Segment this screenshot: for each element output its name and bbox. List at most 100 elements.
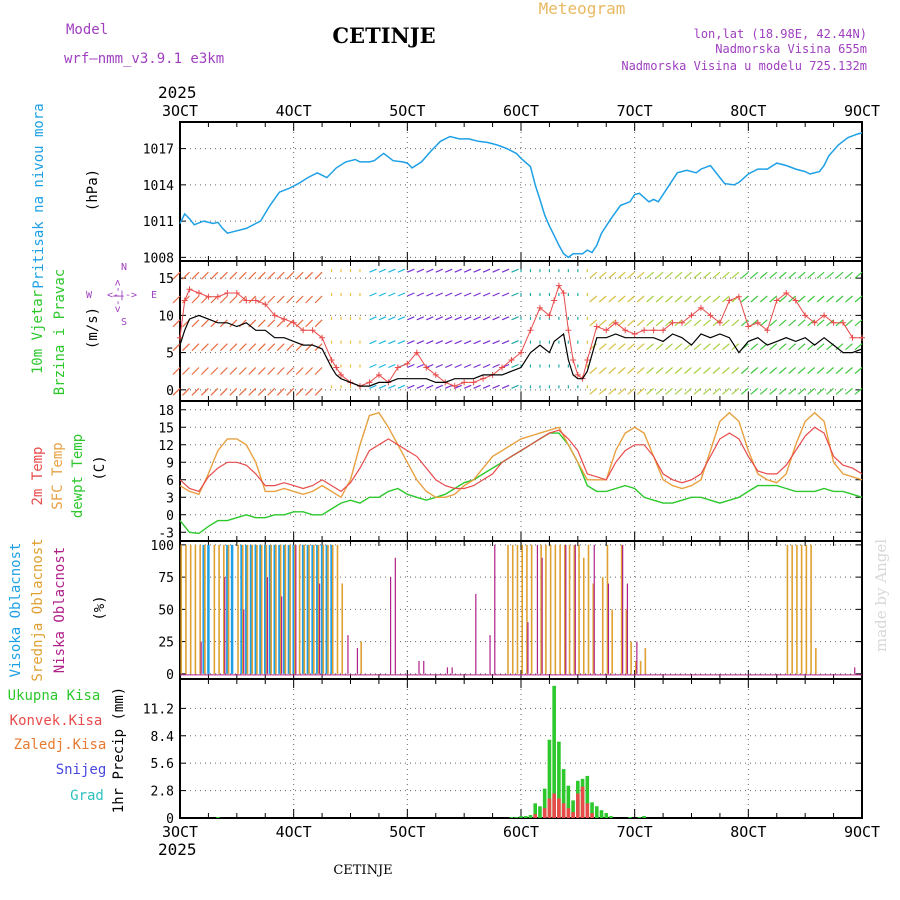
- credit-watermark: made by Angel: [872, 539, 890, 652]
- wind-arrow: [703, 319, 711, 327]
- conv-rain-bar: [557, 798, 561, 818]
- wind-arrow: [674, 343, 683, 351]
- panel-3: -3 0 3 6 9 12 15 18: [158, 400, 863, 542]
- low-cloud-title: Niska Oblacnost: [52, 547, 68, 673]
- wind-arrow: [463, 268, 472, 273]
- wind-arrow: [627, 319, 636, 327]
- wind-arrow: [305, 295, 314, 304]
- gust-marker: [697, 304, 704, 311]
- gust-marker: [461, 379, 468, 386]
- wind-arrow: [769, 271, 778, 279]
- gust-marker: [394, 364, 401, 371]
- x-tick-label-top: 8OCT: [730, 102, 766, 120]
- y-tick-label: 5.6: [151, 757, 174, 772]
- wind-arrow: [314, 319, 323, 328]
- gust-marker: [783, 290, 790, 297]
- total-rain-bar: [523, 816, 528, 818]
- wind-arrow: [492, 316, 500, 321]
- x-tick-label-top: 6OCT: [503, 102, 539, 120]
- wind-arrow: [378, 340, 387, 345]
- x-tick-label-bottom: 8OCT: [730, 823, 766, 841]
- x-tick-label-top: 7OCT: [617, 102, 653, 120]
- wind-arrow: [617, 295, 626, 303]
- wind-arrow: [617, 271, 626, 279]
- total-rain-bar: [557, 741, 561, 818]
- wind-arrow: [172, 295, 181, 304]
- wind-arrow: [816, 295, 825, 303]
- wind-arrow: [267, 295, 276, 304]
- gust-marker: [830, 319, 837, 326]
- wind-arrow: [219, 271, 228, 280]
- x-tick-label-bottom: 9OCT: [844, 823, 880, 841]
- wind-arrow: [267, 343, 276, 352]
- wind-arrow: [229, 319, 238, 328]
- wind-arrow: [369, 268, 377, 273]
- y-tick-label: 0: [166, 384, 174, 399]
- wind-arrow: [665, 319, 673, 327]
- wind-arrow: [769, 295, 778, 303]
- wind-arrow: [646, 295, 655, 303]
- wind-arrow: [369, 316, 377, 321]
- wind-arrow: [238, 343, 247, 352]
- wind-arrow: [369, 363, 377, 369]
- wind-arrow: [295, 271, 304, 280]
- panel-1: 1008 1011 1014 1017: [143, 121, 863, 266]
- y-tick-label: 15: [158, 272, 174, 287]
- total-rain-bar: [509, 817, 514, 818]
- wind-arrow: [286, 343, 295, 352]
- wind-arrow: [444, 268, 453, 273]
- wind-arrow: [426, 340, 434, 345]
- lonlat: lon,lat (18.98E, 42.44N): [694, 27, 867, 41]
- wind-arrow: [257, 343, 266, 352]
- wind-arrow: [397, 316, 406, 321]
- gust-marker: [205, 293, 212, 300]
- wind-arrow: [229, 295, 238, 304]
- wind-arrow: [314, 271, 323, 280]
- wind-arrow: [769, 343, 778, 351]
- wind-arrow: [646, 367, 655, 374]
- gust-marker: [262, 301, 269, 308]
- gust-marker: [470, 379, 477, 386]
- wind-arrow: [378, 384, 387, 389]
- x-tick-label-top: 4OCT: [276, 102, 312, 120]
- gust-marker: [726, 297, 733, 304]
- legend-frz-rain: Zaledj.Kisa: [14, 737, 107, 753]
- wind-arrow: [219, 367, 228, 375]
- model-name: wrf—nmm_v3.9.1 e3km: [64, 51, 224, 67]
- wind-arrow: [388, 384, 396, 389]
- wind-arrow: [286, 387, 295, 396]
- wind-arrow: [369, 340, 377, 345]
- y-tick-label: 0: [166, 509, 174, 524]
- wind-arrow: [501, 292, 510, 297]
- gust-marker: [281, 316, 288, 323]
- gust-marker: [735, 293, 742, 300]
- wind-arrow: [191, 343, 200, 352]
- y-tick-label: 5: [166, 347, 174, 362]
- wind-arrow: [703, 387, 711, 395]
- wind-arrow: [388, 268, 396, 273]
- wind-arrow: [473, 316, 481, 321]
- wind-arrow: [797, 367, 806, 374]
- wind-arrow: [703, 343, 711, 351]
- wind-arrow: [200, 367, 209, 375]
- wind-arrow: [807, 367, 816, 374]
- wind-arrow: [750, 271, 759, 279]
- wind-arrow: [511, 340, 519, 345]
- wind-arrow: [501, 384, 510, 389]
- wind-arrow: [501, 340, 510, 345]
- conv-rain-bar: [552, 793, 556, 818]
- gust-marker: [518, 349, 524, 356]
- pressure-title: Pritisak na nivou mora: [31, 103, 47, 288]
- wind-arrow: [646, 271, 655, 279]
- compass-n: N: [121, 262, 127, 273]
- wind-arrow: [693, 343, 702, 351]
- gust-marker: [404, 360, 411, 367]
- wind-arrow: [797, 295, 806, 303]
- wind-arrow: [238, 295, 247, 304]
- total-rain-bar: [216, 817, 220, 818]
- wind-arrow: [473, 292, 481, 297]
- wind-arrow: [712, 319, 721, 327]
- gust-marker: [660, 327, 667, 334]
- panel-5: 0 2.8 5.6 8.4 11.2: [143, 678, 863, 827]
